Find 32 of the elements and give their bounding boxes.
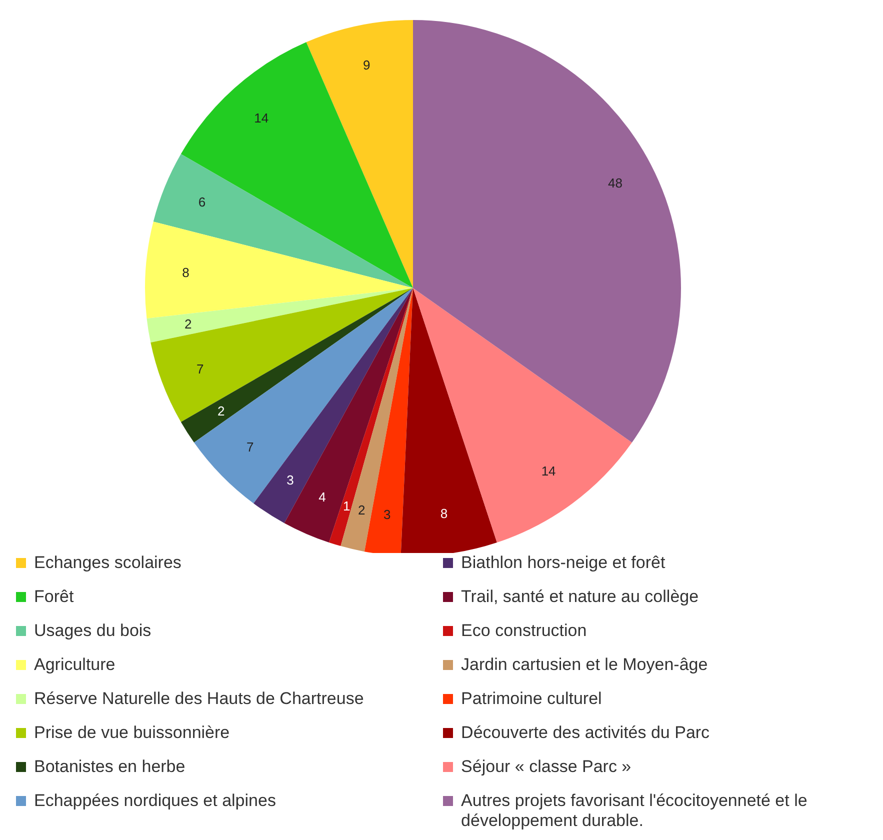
data-label: 48	[608, 176, 622, 191]
data-label: 8	[440, 506, 448, 522]
data-label: 3	[384, 506, 391, 522]
data-label: 2	[184, 316, 192, 332]
legend-label: Patrimoine culturel	[461, 689, 602, 709]
legend-label: Agriculture	[34, 655, 116, 675]
data-label: 2	[358, 502, 366, 518]
data-label: 14	[541, 464, 556, 479]
data-label: 4	[318, 489, 326, 504]
data-label: 1	[342, 498, 350, 514]
legend-label: Usages du bois	[34, 621, 152, 641]
legend-label: Echappées nordiques et alpines	[34, 791, 276, 811]
legend-label: Forêt	[34, 587, 74, 607]
data-label: 2	[217, 403, 225, 418]
legend-label: Prise de vue buissonnière	[34, 723, 230, 743]
data-label: 9	[363, 57, 370, 72]
legend-label: Eco construction	[461, 621, 587, 641]
legend-label: Echanges scolaires	[34, 553, 182, 573]
legend-label: Botanistes en herbe	[34, 757, 186, 777]
data-label: 6	[198, 194, 206, 210]
legend-label: Trail, santé et nature au collège	[461, 587, 699, 607]
data-label: 8	[182, 264, 190, 280]
data-label: 3	[286, 472, 294, 488]
legend-label: Réserve Naturelle des Hauts de Chartreuse	[34, 689, 364, 709]
data-label: 7	[196, 362, 204, 377]
legend-label: Séjour « classe Parc »	[461, 757, 632, 777]
legend-label: Biathlon hors-neige et forêt	[461, 553, 666, 573]
data-label: 14	[254, 110, 269, 126]
legend-label: Jardin cartusien et le Moyen-âge	[461, 655, 708, 675]
legend-label: Découverte des activités du Parc	[461, 723, 710, 743]
legend-label: Autres projets favorisant l'écocitoyenneté et le développement durable.	[461, 791, 808, 831]
data-label: 7	[246, 440, 254, 455]
